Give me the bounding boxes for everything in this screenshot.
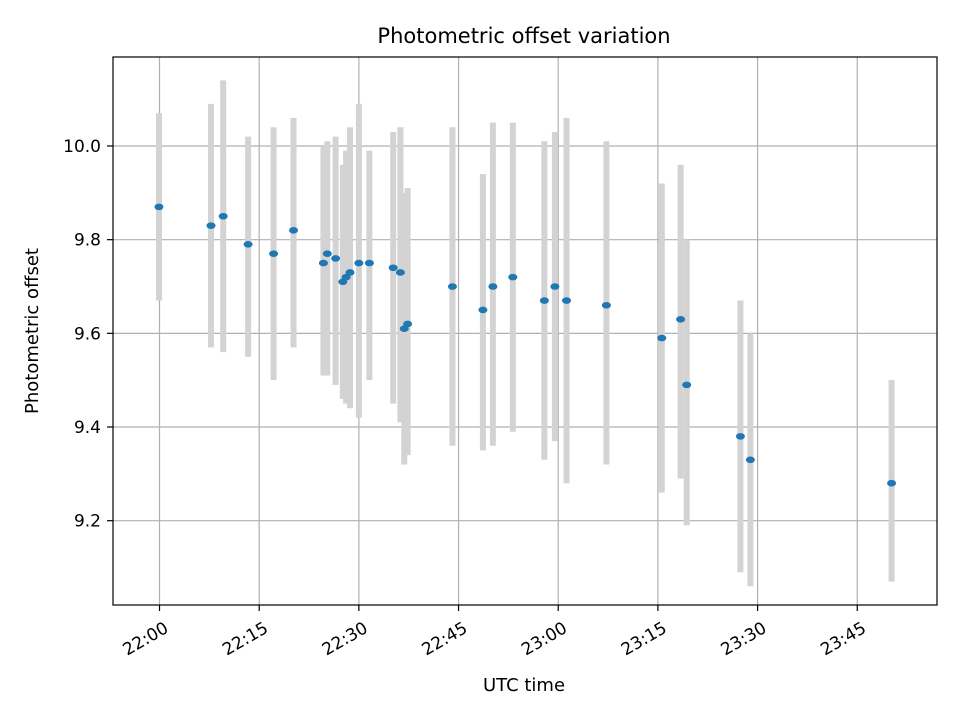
data-point	[364, 259, 374, 267]
data-point	[676, 315, 686, 323]
y-tick-label: 9.2	[74, 512, 101, 532]
y-tick-label: 10.0	[63, 137, 101, 157]
data-point	[745, 456, 755, 464]
data-point	[269, 250, 279, 258]
data-point	[345, 269, 355, 276]
data-point	[488, 283, 498, 290]
data-point	[508, 273, 518, 281]
y-axis-label: Photometric offset	[22, 248, 43, 414]
data-point	[562, 297, 572, 304]
data-point	[403, 320, 413, 328]
axes-frame	[112, 56, 938, 606]
data-point	[206, 222, 216, 229]
data-point	[478, 306, 488, 314]
data-point	[243, 241, 253, 248]
data-points	[154, 203, 897, 487]
data-point	[388, 264, 398, 272]
data-point	[289, 226, 299, 234]
data-point	[318, 259, 328, 267]
data-point	[322, 250, 332, 258]
y-axis-ticks: 9.2 9.4 9.6 9.8 10.0	[63, 137, 113, 532]
data-point	[539, 297, 549, 304]
data-point	[601, 301, 611, 309]
data-point	[154, 203, 164, 211]
plot-area	[113, 57, 937, 605]
data-point	[447, 283, 457, 290]
data-point	[657, 334, 667, 342]
data-point	[395, 269, 405, 276]
data-point	[735, 433, 745, 440]
data-point	[331, 255, 341, 262]
y-tick-label: 9.4	[74, 418, 101, 438]
y-tick-label: 9.8	[74, 231, 101, 251]
data-point	[550, 283, 560, 290]
data-point	[682, 381, 692, 389]
data-point	[218, 212, 228, 220]
data-point	[354, 259, 364, 267]
y-tick-label: 9.6	[74, 324, 101, 344]
x-axis-label: UTC time	[483, 675, 565, 696]
data-point	[887, 479, 897, 487]
chart-title: Photometric offset variation	[377, 24, 670, 48]
